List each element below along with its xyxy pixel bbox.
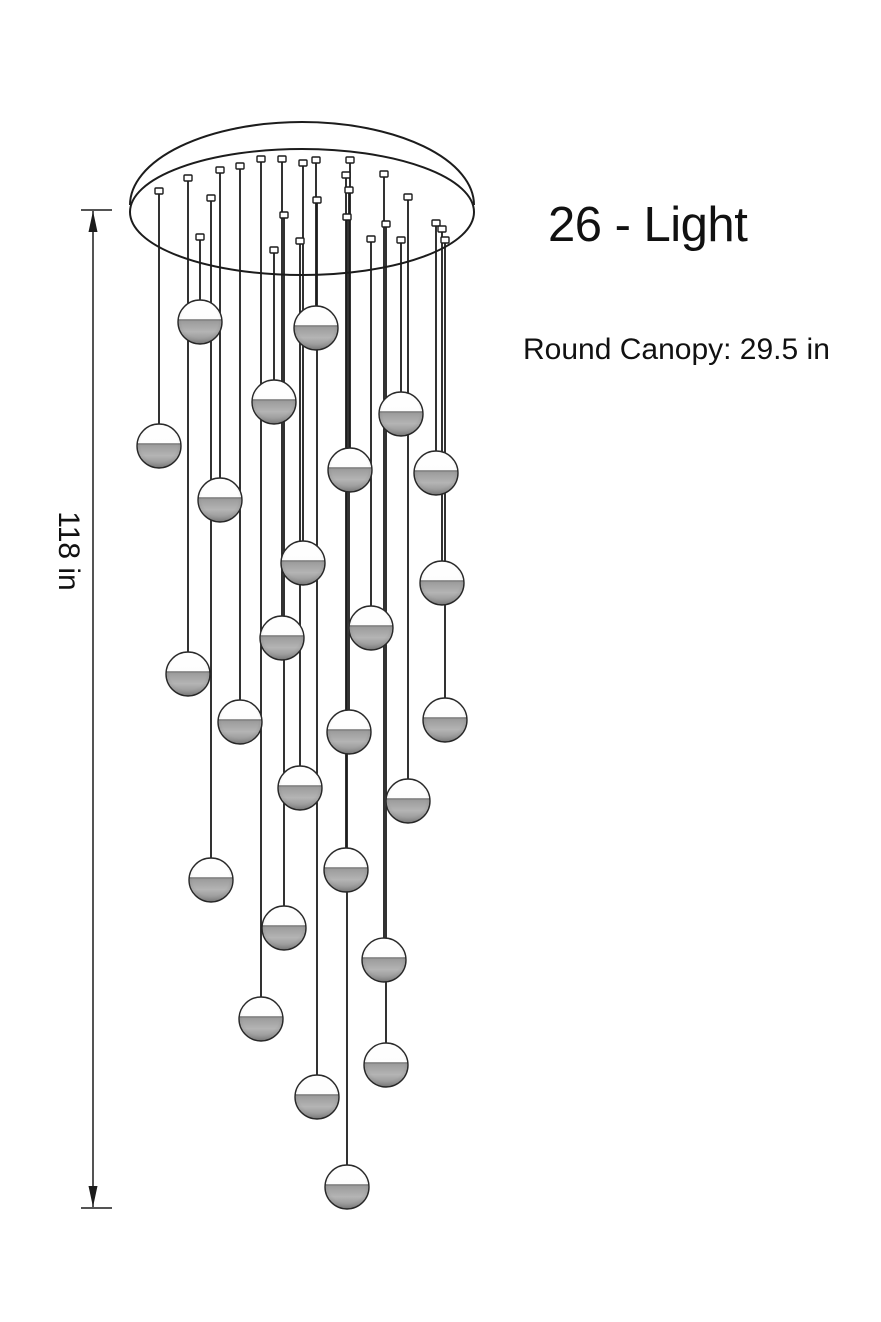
light-count-label: 26 - Light	[548, 198, 748, 252]
bulb-shading	[379, 392, 423, 436]
bulb-shading	[327, 710, 371, 754]
canopy-top-arc	[129, 121, 475, 206]
canopy-connector	[311, 156, 321, 164]
bulb-shading	[281, 541, 325, 585]
bulb-shading	[386, 779, 430, 823]
canopy-connector	[344, 186, 354, 194]
bulb-shading	[414, 451, 458, 495]
bulb-shading	[262, 906, 306, 950]
canopy-connector	[431, 219, 441, 227]
canopy-connector	[206, 194, 216, 202]
bulb-shading	[294, 306, 338, 350]
height-dimension-label: 118 in	[52, 511, 85, 591]
canopy-connector	[341, 171, 351, 179]
bulb-shading	[362, 938, 406, 982]
dimension-line-group	[81, 209, 112, 1209]
canopy-connector	[154, 187, 164, 195]
canopy-connector	[195, 233, 205, 241]
bulb-shading	[278, 766, 322, 810]
connectors-group	[154, 155, 450, 254]
canopy-connector	[312, 196, 322, 204]
bulb-shading	[324, 848, 368, 892]
canopy-connector	[215, 166, 225, 174]
bulb-shading	[137, 424, 181, 468]
bulbs-group	[136, 299, 468, 1210]
canopy-connector	[279, 211, 289, 219]
canopy-connector	[403, 193, 413, 201]
bulb-shading	[166, 652, 210, 696]
bulb-shading	[420, 561, 464, 605]
canopy-connector	[440, 236, 450, 244]
canopy-connector	[183, 174, 193, 182]
bulb-shading	[325, 1165, 369, 1209]
canopy-connector	[295, 237, 305, 245]
canopy-connector	[235, 162, 245, 170]
canopy-bottom-ellipse	[129, 148, 475, 276]
canopy-connector	[298, 159, 308, 167]
canopy-connector	[381, 220, 391, 228]
dimension-arrow-up	[88, 211, 98, 232]
canopy-connector	[366, 235, 376, 243]
canopy-connector	[379, 170, 389, 178]
canopy-connector	[396, 236, 406, 244]
canopy-spec-label: Round Canopy: 29.5 in	[523, 333, 830, 366]
canopy-connector	[437, 225, 447, 233]
bulb-shading	[295, 1075, 339, 1119]
bulb-shading	[239, 997, 283, 1041]
bulb-shading	[218, 700, 262, 744]
bulb-shading	[260, 616, 304, 660]
dimension-arrow-down	[88, 1186, 98, 1207]
canopy-connector	[256, 155, 266, 163]
bulb-shading	[252, 380, 296, 424]
bulb-shading	[178, 300, 222, 344]
canopy-group	[129, 121, 475, 276]
bulb-shading	[198, 478, 242, 522]
canopy-connector	[277, 155, 287, 163]
bulb-shading	[364, 1043, 408, 1087]
bulb-shading	[189, 858, 233, 902]
canopy-connector	[345, 156, 355, 164]
canopy-connector	[269, 246, 279, 254]
bulb-shading	[328, 448, 372, 492]
bulb-shading	[349, 606, 393, 650]
canopy-connector	[342, 213, 352, 221]
bulb-shading	[423, 698, 467, 742]
